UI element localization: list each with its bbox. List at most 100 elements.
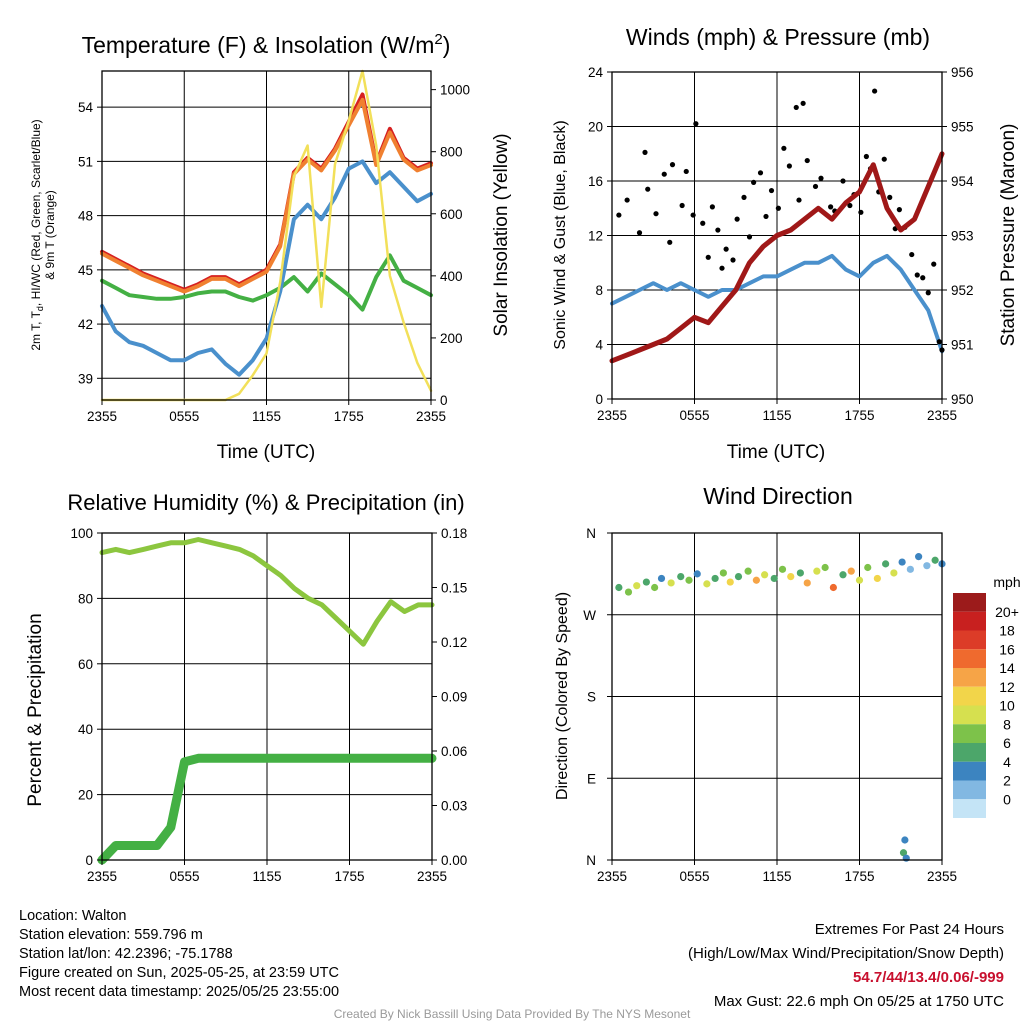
gust-point: [800, 100, 806, 106]
y2-tick-label: 0.09: [441, 690, 467, 705]
direction-point: [642, 578, 650, 586]
gust-point: [768, 187, 775, 194]
humidity-title: Relative Humidity (%) & Precipitation (i…: [67, 490, 464, 515]
y-tick-label: 8: [595, 283, 603, 298]
direction-point: [890, 569, 898, 577]
figure-created: Figure created on Sun, 2025-05-25, at 23…: [19, 965, 339, 981]
gust-point: [715, 227, 721, 233]
direction-point: [902, 854, 910, 862]
direction-point: [931, 556, 939, 564]
y-tick-label: 45: [78, 263, 93, 278]
x-tick-label: 1755: [844, 408, 874, 423]
x-tick-label: 2355: [597, 408, 627, 423]
y2-tick-label: 0.18: [441, 526, 467, 541]
colorbar-swatch: [953, 649, 986, 668]
gust-point: [693, 121, 699, 127]
direction-point: [901, 836, 909, 844]
gust-point: [624, 197, 630, 203]
y2-tick-label: 952: [951, 283, 974, 298]
colorbar-swatch: [953, 724, 986, 743]
recent-timestamp: Most recent data timestamp: 2025/05/25 2…: [19, 984, 340, 1000]
y-tick-label: 20: [78, 788, 93, 803]
temperature-ylabel-1: 2m T, Td, HI/WC (Red, Green, Scarlet/Blu…: [29, 119, 45, 350]
x-tick-label: 0555: [169, 409, 199, 424]
winds-grid: [612, 72, 942, 399]
colorbar-label: 8: [1003, 716, 1011, 732]
colorbar-swatch: [953, 593, 986, 612]
gust-point: [667, 239, 673, 245]
gust-point: [746, 234, 753, 240]
humidity-ylabel: Percent & Precipitation: [25, 613, 46, 806]
colorbar-swatch: [953, 799, 986, 818]
gust-point: [896, 207, 902, 213]
y2-tick-label: 0: [440, 393, 448, 408]
y-tick-label: 60: [78, 657, 93, 672]
y2-tick-label: 951: [951, 338, 974, 353]
direction-point: [821, 563, 829, 572]
x-tick-label: 1155: [762, 408, 791, 423]
direction-point: [898, 558, 906, 566]
humidity-ticks: 2355 0555 1155 1755 23550204060801000.000.03…: [70, 526, 467, 884]
extremes-subtitle: (High/Low/Max Wind/Precipitation/Snow De…: [688, 945, 1004, 962]
direction-point: [882, 560, 890, 568]
direction-point: [915, 553, 923, 561]
direction-point: [726, 578, 734, 586]
y-tick-label: 0: [85, 853, 93, 868]
colorbar-label: 12: [999, 679, 1015, 695]
gust-point: [847, 202, 853, 209]
x-tick-label: 2355: [87, 869, 117, 884]
gust-point: [781, 145, 787, 151]
direction-point: [906, 565, 914, 573]
direction-point: [651, 583, 659, 592]
gust-point: [925, 290, 931, 296]
y-tick-label: 39: [78, 371, 93, 386]
x-tick-label: 0555: [679, 869, 709, 884]
y-tick-label: E: [587, 771, 596, 786]
series-relative-humidity: [99, 537, 435, 647]
gust-point: [757, 170, 764, 176]
direction-point: [685, 576, 693, 584]
winds-xlabel: Time (UTC): [727, 442, 826, 463]
colorbar-label: 16: [999, 641, 1015, 657]
colorbar-label: 4: [1003, 754, 1011, 770]
colorbar-swatch: [953, 743, 986, 762]
station-elevation: Station elevation: 559.796 m: [19, 927, 203, 943]
extremes-title: Extremes For Past 24 Hours: [814, 921, 1004, 938]
direction-point: [624, 588, 633, 596]
gust-point: [863, 153, 869, 160]
colorbar-swatch: [953, 761, 986, 781]
x-tick-label: 2355: [597, 869, 627, 884]
gust-point: [653, 211, 659, 217]
y2-tick-label: 1000: [440, 83, 470, 98]
gust-point: [690, 212, 696, 218]
y2-tick-label: 0.03: [441, 799, 467, 814]
temperature-xlabel: Time (UTC): [217, 442, 316, 463]
series-td: [100, 253, 433, 312]
gust-point: [828, 204, 834, 210]
direction-point: [744, 567, 752, 575]
gust-point: [669, 162, 676, 168]
gust-point: [645, 186, 651, 192]
max-gust: Max Gust: 22.6 mph On 05/25 at 1750 UTC: [713, 993, 1004, 1010]
x-tick-label: 0555: [169, 869, 199, 884]
gust-point: [775, 205, 781, 211]
direction-ylabel: Direction (Colored By Speed): [554, 592, 571, 800]
direction-point: [829, 583, 837, 592]
gust-point: [881, 156, 887, 162]
y2-tick-label: 600: [440, 207, 463, 222]
gust-point: [723, 246, 729, 252]
x-tick-label: 1155: [252, 869, 281, 884]
colorbar-swatch: [953, 668, 986, 687]
direction-point: [752, 576, 760, 584]
y2-tick-label: 400: [440, 269, 463, 284]
y-tick-label: N: [586, 853, 596, 868]
direction-point: [693, 570, 701, 578]
y-tick-label: W: [583, 608, 596, 623]
winds-ylabel: Sonic Wind & Gust (Blue, Black): [552, 120, 569, 349]
colorbar-label: 20+: [995, 604, 1019, 620]
y2-tick-label: 954: [951, 174, 974, 189]
gust-point: [763, 213, 769, 220]
direction-point: [677, 573, 685, 581]
direction-point: [855, 576, 864, 584]
direction-point: [703, 580, 711, 588]
